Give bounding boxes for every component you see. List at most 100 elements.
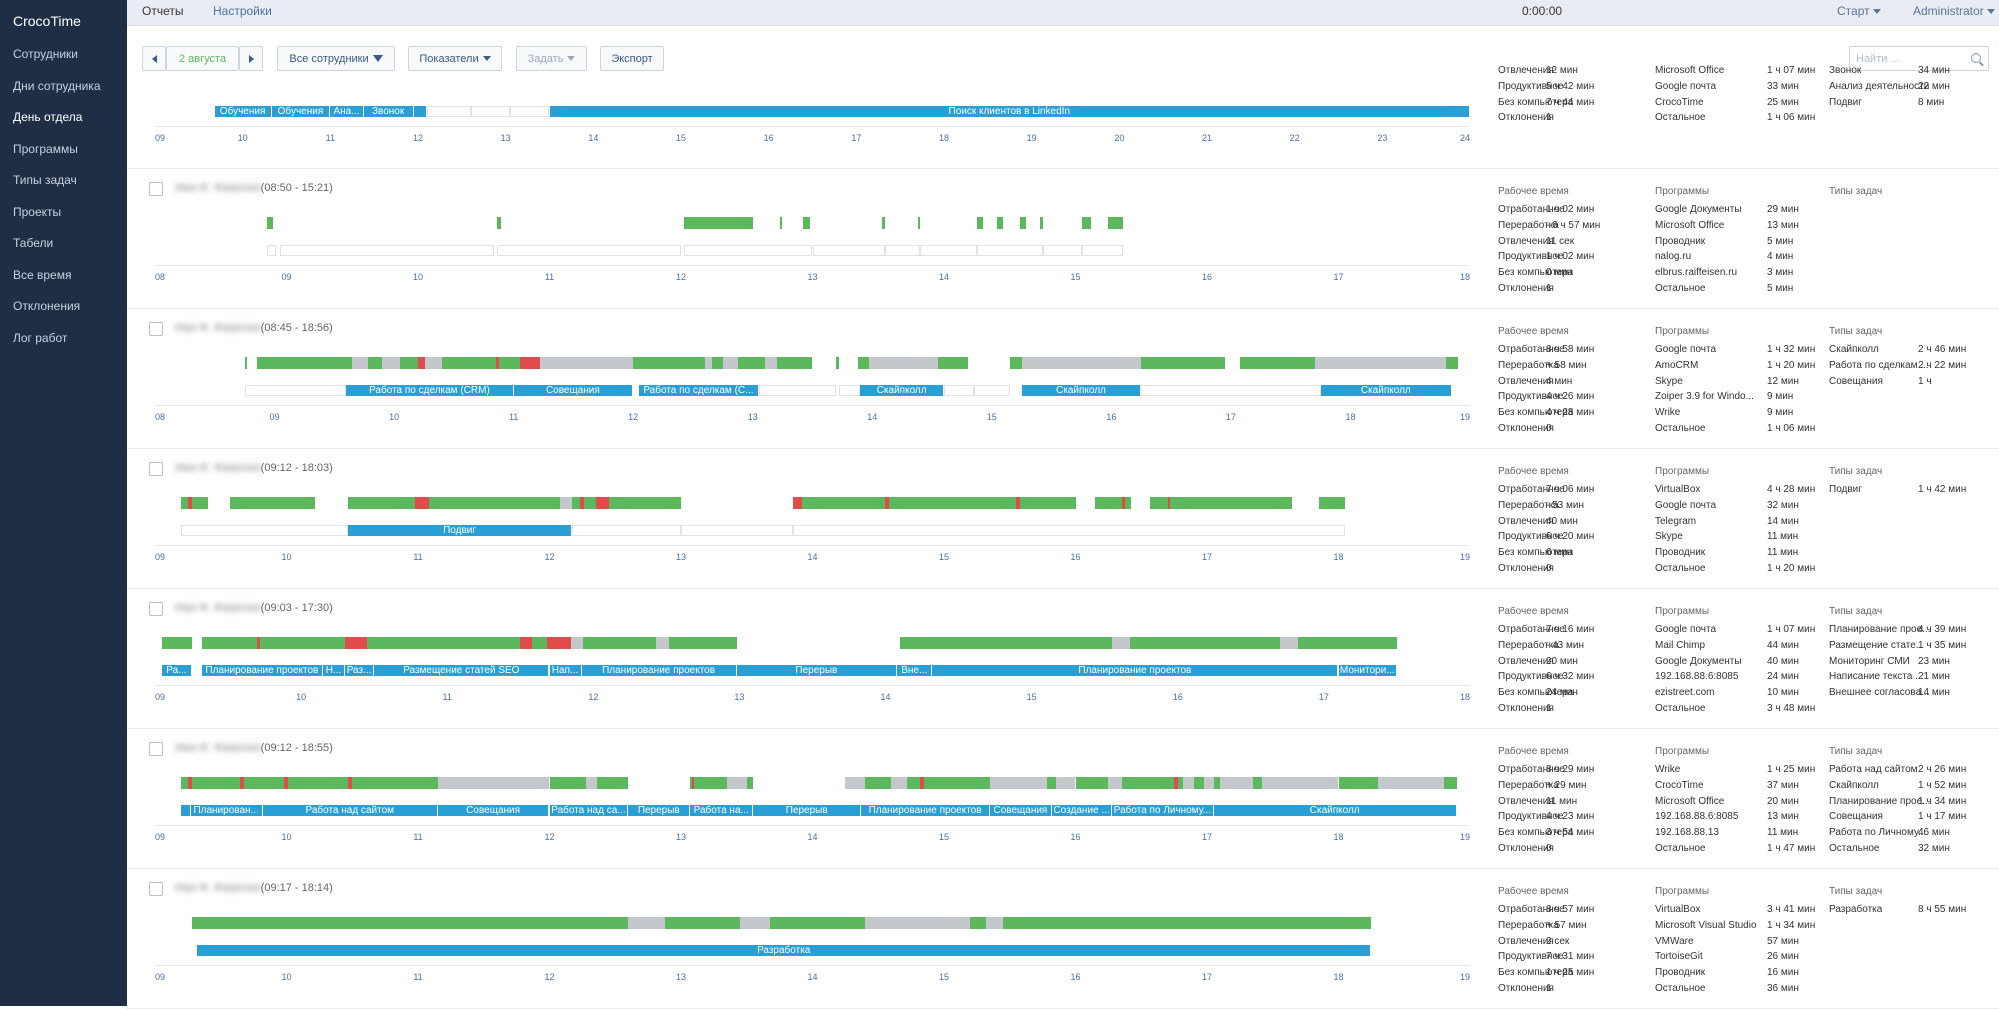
- activity-segment[interactable]: [1112, 637, 1130, 649]
- task-segment[interactable]: Работа над са...: [549, 805, 629, 816]
- activity-segment[interactable]: [857, 357, 869, 369]
- activity-segment[interactable]: [970, 917, 987, 929]
- activity-segment[interactable]: [865, 917, 971, 929]
- task-segment[interactable]: [683, 245, 813, 256]
- activity-segment[interactable]: [519, 357, 540, 369]
- app-logo[interactable]: CrocoTime: [13, 13, 81, 29]
- activity-segment[interactable]: [990, 777, 1047, 789]
- activity-segment[interactable]: [740, 917, 771, 929]
- activity-segment[interactable]: [1039, 217, 1043, 229]
- employee-checkbox[interactable]: [149, 322, 163, 336]
- task-segment[interactable]: Планирование проектов: [932, 665, 1339, 676]
- activity-segment[interactable]: [162, 637, 192, 649]
- task-segment[interactable]: Скайпколл: [860, 385, 944, 396]
- activity-segment[interactable]: [1204, 777, 1214, 789]
- tab-settings[interactable]: Настройки: [213, 4, 272, 18]
- activity-segment[interactable]: [891, 777, 908, 789]
- activity-segment[interactable]: [344, 637, 367, 649]
- activity-segment[interactable]: [366, 637, 389, 649]
- activity-segment[interactable]: [367, 357, 383, 369]
- activity-segment[interactable]: [1338, 777, 1378, 789]
- activity-segment[interactable]: [836, 357, 839, 369]
- activity-segment[interactable]: [348, 777, 353, 789]
- activity-segment[interactable]: [586, 777, 597, 789]
- task-segment[interactable]: Совещания: [437, 805, 550, 816]
- activity-segment[interactable]: [499, 357, 520, 369]
- activity-segment[interactable]: [704, 357, 713, 369]
- export-button[interactable]: Экспорт: [600, 46, 664, 71]
- task-segment[interactable]: [426, 106, 471, 117]
- task-segment[interactable]: [758, 385, 837, 396]
- task-segment[interactable]: Н...: [323, 665, 345, 676]
- task-segment[interactable]: Совещания: [513, 385, 634, 396]
- activity-segment[interactable]: [571, 637, 584, 649]
- task-segment[interactable]: [571, 525, 681, 536]
- activity-segment[interactable]: [348, 497, 429, 509]
- activity-segment[interactable]: [669, 637, 737, 649]
- activity-segment[interactable]: [191, 917, 629, 929]
- activity-segment[interactable]: [792, 497, 944, 509]
- task-segment[interactable]: [976, 245, 1043, 256]
- assign-task-dropdown[interactable]: Задать: [516, 46, 587, 71]
- employee-checkbox[interactable]: [149, 882, 163, 896]
- task-segment[interactable]: Перерыв: [736, 665, 898, 676]
- activity-segment[interactable]: [986, 917, 1004, 929]
- activity-segment[interactable]: [549, 777, 587, 789]
- activity-segment[interactable]: [690, 777, 728, 789]
- task-segment[interactable]: Обучения: [214, 106, 272, 117]
- employee-checkbox[interactable]: [149, 182, 163, 196]
- task-segment[interactable]: Разработка: [197, 945, 1372, 956]
- activity-segment[interactable]: [938, 357, 968, 369]
- activity-segment[interactable]: [560, 497, 572, 509]
- task-segment[interactable]: [181, 525, 349, 536]
- task-segment[interactable]: [973, 385, 1010, 396]
- activity-segment[interactable]: [633, 357, 705, 369]
- activity-segment[interactable]: [1297, 637, 1397, 649]
- task-segment[interactable]: Поиск клиентов в LinkedIn: [549, 106, 1470, 117]
- activity-segment[interactable]: [425, 357, 442, 369]
- activity-segment[interactable]: [1167, 497, 1171, 509]
- activity-segment[interactable]: [1213, 777, 1221, 789]
- activity-segment[interactable]: [628, 917, 666, 929]
- activity-segment[interactable]: [803, 217, 810, 229]
- sidebar-item[interactable]: Типы задач: [13, 173, 77, 187]
- activity-segment[interactable]: [187, 497, 192, 509]
- task-segment[interactable]: Ра...: [162, 665, 192, 676]
- activity-segment[interactable]: [608, 497, 681, 509]
- task-segment[interactable]: Вне...: [897, 665, 933, 676]
- activity-segment[interactable]: [382, 357, 401, 369]
- employee-checkbox[interactable]: [149, 602, 163, 616]
- task-segment[interactable]: [244, 385, 347, 396]
- activity-segment[interactable]: [1021, 357, 1142, 369]
- employee-checkbox[interactable]: [149, 462, 163, 476]
- task-segment[interactable]: [510, 106, 550, 117]
- activity-segment[interactable]: [1377, 777, 1444, 789]
- activity-segment[interactable]: [770, 917, 866, 929]
- activity-segment[interactable]: [244, 357, 248, 369]
- activity-segment[interactable]: [1129, 637, 1281, 649]
- task-segment[interactable]: Планирован...: [190, 805, 263, 816]
- task-segment[interactable]: [1042, 245, 1083, 256]
- task-segment[interactable]: Скайпколл: [1213, 805, 1457, 816]
- task-segment[interactable]: Работа на...: [690, 805, 754, 816]
- task-segment[interactable]: Скайпколл: [1320, 385, 1453, 396]
- task-segment[interactable]: [470, 106, 511, 117]
- sidebar-item[interactable]: Проекты: [13, 204, 62, 219]
- activity-segment[interactable]: [683, 217, 754, 229]
- activity-segment[interactable]: [418, 357, 426, 369]
- activity-segment[interactable]: [256, 357, 353, 369]
- activity-segment[interactable]: [201, 637, 302, 649]
- activity-segment[interactable]: [531, 637, 547, 649]
- task-segment[interactable]: [944, 385, 974, 396]
- activity-segment[interactable]: [1082, 217, 1092, 229]
- task-segment[interactable]: Монитори...: [1338, 665, 1397, 676]
- employees-filter-button[interactable]: Все сотрудники: [277, 46, 395, 71]
- activity-segment[interactable]: [428, 497, 561, 509]
- task-segment[interactable]: Работа над сайтом: [262, 805, 438, 816]
- activity-segment[interactable]: [352, 357, 368, 369]
- activity-segment[interactable]: [779, 217, 783, 229]
- task-segment[interactable]: Размещение статей SEO: [374, 665, 550, 676]
- activity-segment[interactable]: [415, 497, 429, 509]
- user-menu[interactable]: Administrator: [1913, 4, 1995, 18]
- sidebar-item[interactable]: Лог работ: [13, 330, 68, 345]
